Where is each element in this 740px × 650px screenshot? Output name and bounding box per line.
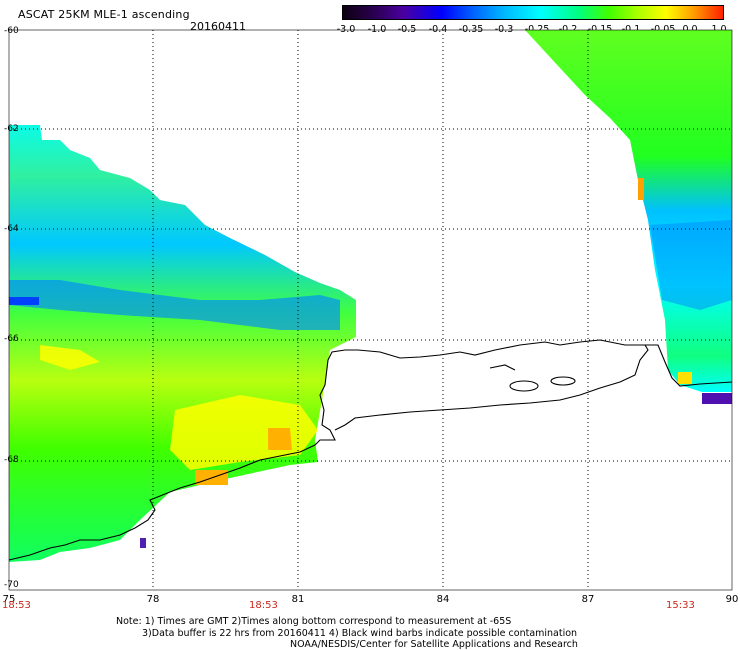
x-tick-label: 81: [291, 594, 305, 605]
colorbar-label: -0.35: [458, 24, 484, 35]
time-left: 18:53: [2, 600, 31, 611]
plot-frame: [8, 29, 733, 591]
left-swath: [9, 108, 356, 562]
x-tick-label: 75: [2, 594, 16, 605]
y-tick-label: -68: [4, 455, 19, 465]
right-swath: [525, 30, 732, 392]
y-tick-label: -70: [4, 580, 19, 590]
map-title: ASCAT 25KM MLE-1 ascending: [18, 8, 190, 21]
y-tick-label: -60: [4, 26, 19, 36]
colorbar-label: -0.4: [428, 24, 448, 35]
graticule: [9, 30, 732, 590]
colorbar-label: 1.0: [711, 24, 727, 35]
left-swath-orange-patch: [268, 428, 292, 450]
colorbar-label: -1.0: [367, 24, 387, 35]
left-swath-purple-cell: [140, 538, 146, 548]
colorbar-label: -3.0: [336, 24, 356, 35]
y-tick-label: -62: [4, 124, 19, 134]
note-line-2: 3)Data buffer is 22 hrs from 20160411 4)…: [142, 628, 578, 639]
note-line-3: NOAA/NESDIS/Center for Satellite Applica…: [290, 639, 578, 650]
colorbar-label: -0.1: [621, 24, 641, 35]
coastline: [8, 339, 733, 561]
y-tick-label: -66: [4, 334, 19, 344]
note-line-1: Note: 1) Times are GMT 2)Times along bot…: [116, 616, 512, 627]
x-tick-label: 78: [146, 594, 160, 605]
y-tick-label: -64: [4, 224, 19, 234]
left-swath-blue-band: [9, 280, 340, 330]
colorbar-label: -0.15: [587, 24, 613, 35]
left-swath-yellow-patch: [170, 395, 318, 470]
left-swath-dark-blue-cell: [9, 297, 39, 305]
right-swath-orange-cell: [638, 178, 644, 200]
colorbar: [342, 5, 724, 20]
time-middle: 18:53: [249, 600, 278, 611]
right-swath-yellow-cell: [678, 372, 692, 384]
time-right: 15:33: [666, 600, 695, 611]
colorbar-label: -0.2: [558, 24, 578, 35]
x-tick-label: 84: [436, 594, 450, 605]
colorbar-label: -0.5: [397, 24, 417, 35]
colorbar-label: -0.3: [494, 24, 514, 35]
colorbar-label: 0.0: [682, 24, 698, 35]
right-swath-purple-cell: [702, 393, 732, 404]
x-tick-label: 87: [581, 594, 595, 605]
right-swath-blue-band: [650, 220, 732, 310]
colorbar-label: -0.05: [650, 24, 676, 35]
colorbar-label: -0.25: [524, 24, 550, 35]
x-tick-label: 90: [725, 594, 739, 605]
left-swath-yellow-patch: [40, 345, 100, 370]
